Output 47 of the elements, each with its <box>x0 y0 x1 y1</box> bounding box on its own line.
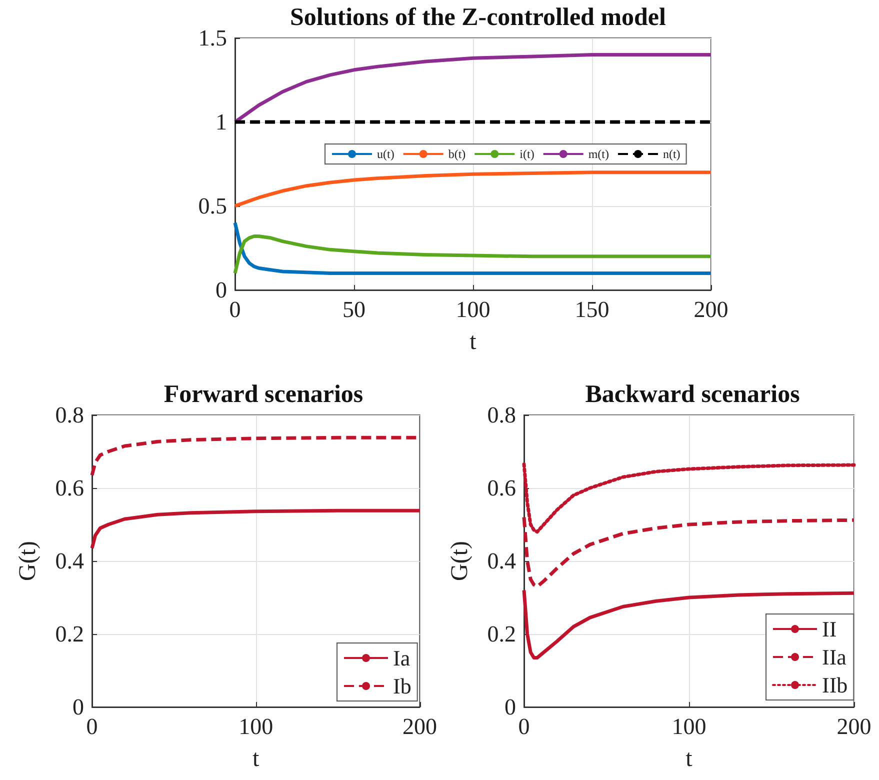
legend-label: i(t) <box>520 147 534 161</box>
y-axis-title: G(t) <box>447 541 473 581</box>
legend-label: m(t) <box>588 147 609 161</box>
y-tick-label: 0 <box>216 278 227 302</box>
legend-label: IIb <box>822 672 848 698</box>
x-axis-title: t <box>686 746 693 772</box>
chart-title: Forward scenarios <box>164 381 364 408</box>
x-axis-title: t <box>252 746 260 772</box>
x-tick-label: 150 <box>574 297 610 322</box>
line-series <box>233 170 713 208</box>
x-tick-label: 200 <box>402 714 437 739</box>
y-tick-label: 0.5 <box>198 194 227 218</box>
chart-title: Backward scenarios <box>585 381 800 408</box>
y-tick-label: 0.2 <box>55 622 84 646</box>
line-series <box>522 462 856 534</box>
x-tick-label: 200 <box>836 714 872 739</box>
line-series <box>90 508 422 550</box>
legend-label: n(t) <box>662 147 680 161</box>
legend-label: Ia <box>393 646 410 670</box>
line-series <box>522 515 856 588</box>
y-tick-label: 1.5 <box>198 26 227 50</box>
y-tick-label: 1 <box>216 110 227 134</box>
x-tick-label: 100 <box>672 714 706 739</box>
y-tick-label: 0.2 <box>487 622 516 646</box>
chart-title: Solutions of the Z-controlled model <box>290 4 666 31</box>
y-tick-label: 0.4 <box>55 548 84 574</box>
y-tick-label: 0.8 <box>55 402 84 428</box>
x-tick-label: 200 <box>694 297 728 322</box>
line-series <box>233 234 713 275</box>
x-tick-label: 50 <box>342 297 366 322</box>
legend-label: Ib <box>393 674 412 698</box>
y-tick-label: 0.4 <box>487 548 516 574</box>
legend-label: b(t) <box>448 147 466 161</box>
x-tick-label: 100 <box>456 297 490 322</box>
x-axis-title: t <box>470 329 477 355</box>
line-series <box>233 53 713 124</box>
y-axis-title: G(t) <box>15 541 41 581</box>
x-tick-label: 100 <box>238 714 274 739</box>
line-series <box>233 221 713 275</box>
legend-label: u(t) <box>377 147 394 161</box>
legend-label: IIa <box>822 644 847 670</box>
y-tick-label: 0 <box>504 694 516 720</box>
y-tick-label: 0.6 <box>487 476 516 500</box>
y-tick-label: 0.8 <box>487 402 516 428</box>
legend-label: II <box>822 616 837 642</box>
y-tick-label: 0 <box>72 694 84 720</box>
y-tick-label: 0.6 <box>55 476 84 500</box>
